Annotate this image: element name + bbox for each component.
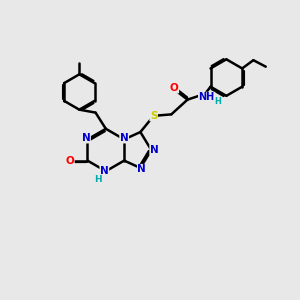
Text: H: H [94,175,101,184]
Text: S: S [150,111,158,121]
Text: O: O [65,156,74,166]
Text: N: N [150,145,159,155]
Text: N: N [120,133,129,143]
Text: N: N [82,133,90,143]
Text: H: H [214,97,221,106]
Text: N: N [137,164,146,174]
Text: O: O [170,83,178,93]
Text: N: N [100,166,109,176]
Text: NH: NH [199,92,215,102]
